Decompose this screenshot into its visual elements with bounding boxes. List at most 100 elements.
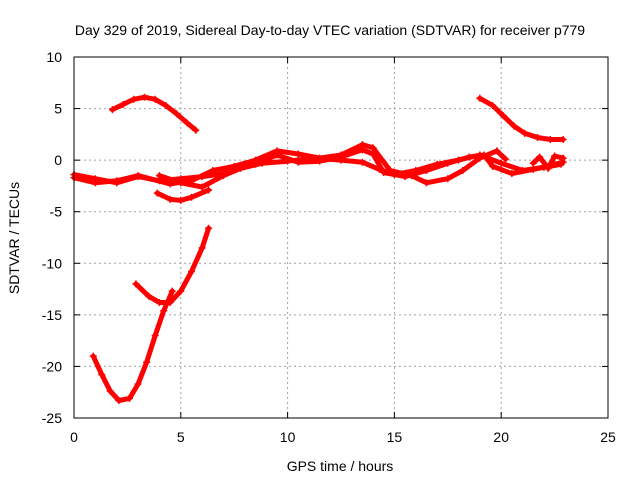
series-arc-8 (132, 224, 213, 306)
data-point (444, 175, 452, 183)
data-series (70, 93, 567, 404)
y-tick-label: -25 (42, 410, 62, 426)
data-point (489, 162, 497, 170)
data-point (493, 147, 501, 155)
data-point (134, 172, 142, 180)
data-point (160, 307, 168, 315)
data-point (205, 224, 213, 232)
data-point (529, 159, 537, 167)
data-point (173, 110, 181, 118)
data-point (145, 292, 153, 300)
data-point (166, 298, 174, 306)
data-point (198, 244, 206, 252)
data-point (115, 396, 123, 404)
data-point (187, 193, 195, 201)
data-point (476, 94, 484, 102)
data-point (209, 166, 217, 174)
data-point (106, 387, 114, 395)
data-point (358, 141, 366, 149)
data-point (177, 287, 185, 295)
series-line (156, 152, 564, 190)
data-point (198, 183, 206, 191)
x-tick-label: 20 (493, 429, 509, 445)
data-point (143, 358, 151, 366)
data-point (258, 159, 266, 167)
data-point (510, 122, 518, 130)
data-point (369, 144, 377, 152)
series-line (90, 288, 175, 403)
data-point (375, 165, 383, 173)
data-point (153, 189, 161, 197)
x-tick-label: 10 (280, 429, 296, 445)
data-point (358, 158, 366, 166)
data-point (89, 352, 97, 360)
data-point (132, 280, 140, 288)
data-point (337, 156, 345, 164)
data-point (168, 287, 176, 295)
data-point (544, 164, 552, 172)
y-tick-label: 0 (54, 152, 62, 168)
x-tick-label: 5 (177, 429, 185, 445)
x-tick-label: 15 (387, 429, 403, 445)
x-axis-label: GPS time / hours (287, 458, 394, 474)
data-point (187, 268, 195, 276)
series-arc-3 (155, 151, 565, 191)
data-point (508, 170, 516, 178)
data-point (412, 166, 420, 174)
y-tick-label: 10 (46, 49, 62, 65)
data-point (108, 106, 116, 114)
series-arc-6 (476, 94, 567, 144)
data-point (536, 153, 544, 161)
data-point (151, 331, 159, 339)
axis-ticks: 0 5 10 15 20 25 10 5 0 -5 -10 -15 -20 -25 (42, 49, 616, 445)
data-point (559, 154, 567, 162)
data-point (140, 93, 148, 101)
data-point (220, 172, 228, 180)
y-tick-label: -15 (42, 307, 62, 323)
data-point (177, 179, 185, 187)
data-point (459, 166, 467, 174)
y-tick-label: -20 (42, 358, 62, 374)
data-point (162, 101, 170, 109)
data-point (294, 150, 302, 158)
data-point (134, 380, 142, 388)
y-tick-label: -5 (50, 204, 63, 220)
data-point (183, 119, 191, 127)
data-point (422, 179, 430, 187)
data-point (205, 186, 213, 194)
y-axis-label: SDTVAR / TECUs (6, 182, 22, 294)
data-point (151, 95, 159, 103)
data-point (497, 159, 505, 167)
data-point (534, 133, 542, 141)
data-point (390, 171, 398, 179)
plot-frame (73, 56, 609, 419)
data-point (433, 160, 441, 168)
data-point (546, 136, 554, 144)
data-point (166, 195, 174, 203)
series-arc-4 (153, 186, 213, 204)
data-point (521, 129, 529, 137)
data-point (519, 166, 527, 174)
data-point (119, 100, 127, 108)
series-line (133, 225, 212, 305)
data-point (499, 112, 507, 120)
data-point (454, 156, 462, 164)
data-point (113, 177, 121, 185)
data-point (559, 136, 567, 144)
data-point (551, 152, 559, 160)
series-arc-9 (529, 152, 567, 172)
data-point (476, 151, 484, 159)
data-point (273, 147, 281, 155)
y-tick-label: 5 (54, 101, 62, 117)
data-point (237, 164, 245, 172)
data-point (98, 371, 106, 379)
data-point (557, 160, 565, 168)
data-point (177, 196, 185, 204)
data-point (126, 394, 134, 402)
data-point (309, 154, 317, 162)
chart-title: Day 329 of 2019, Sidereal Day-to-day VTE… (75, 22, 585, 38)
series-arc-5 (108, 93, 200, 134)
data-point (284, 157, 292, 165)
